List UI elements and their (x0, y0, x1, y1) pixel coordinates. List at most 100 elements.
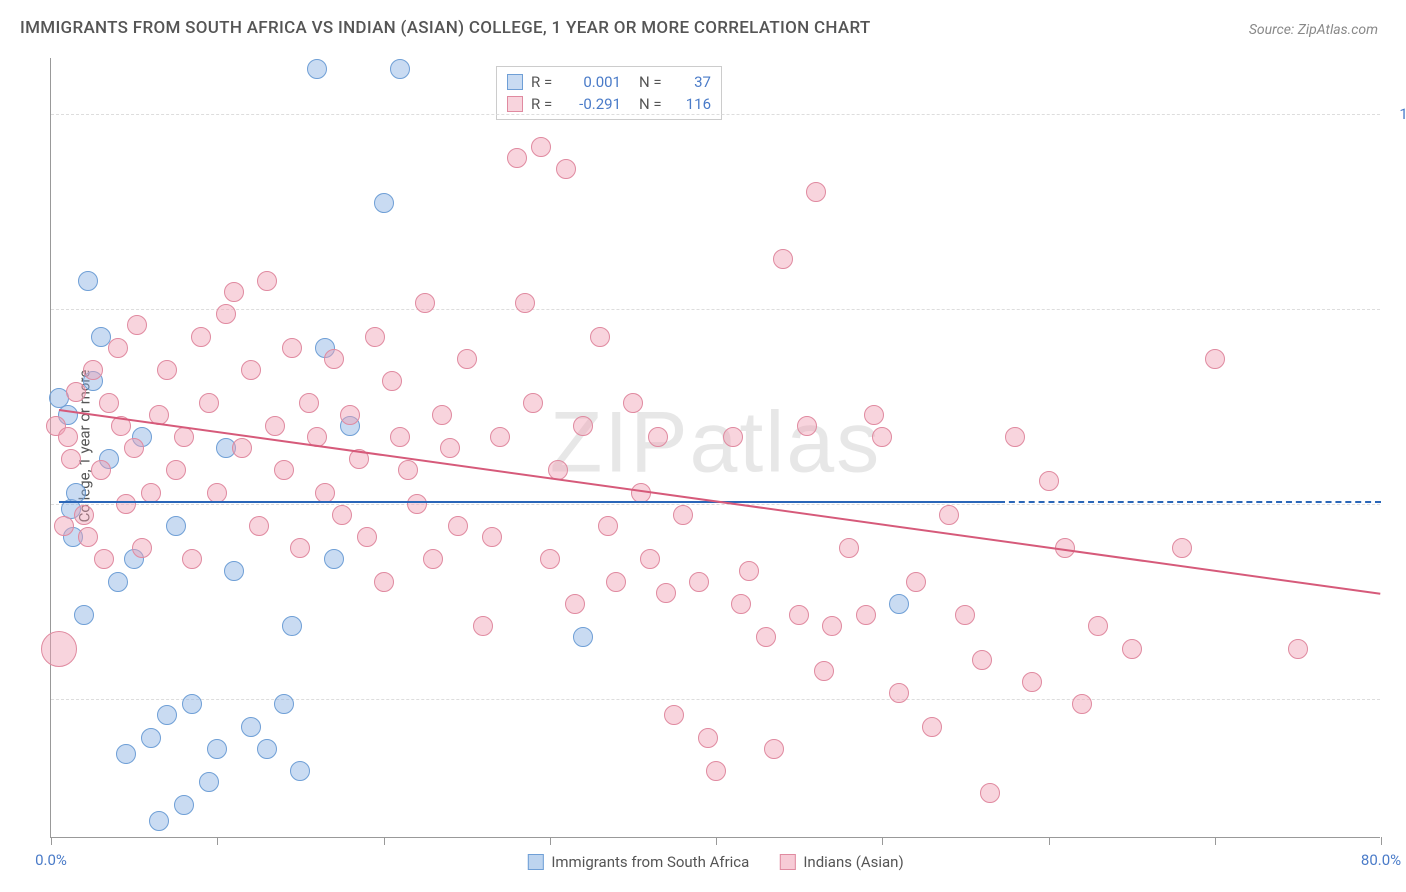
data-point (531, 137, 551, 157)
data-point (307, 59, 327, 79)
data-point (207, 483, 227, 503)
data-point (648, 427, 668, 447)
source-attribution: Source: ZipAtlas.com (1249, 22, 1378, 38)
trend-line (59, 501, 998, 503)
y-tick-label: 65.0% (1388, 495, 1406, 513)
x-tick (550, 837, 551, 845)
n-label: N = (639, 93, 667, 115)
data-point (739, 561, 759, 581)
gridline (51, 699, 1380, 700)
data-point (889, 594, 909, 614)
data-point (199, 393, 219, 413)
chart-title: IMMIGRANTS FROM SOUTH AFRICA VS INDIAN (… (20, 18, 871, 38)
data-point (623, 393, 643, 413)
data-point (116, 744, 136, 764)
data-point (58, 427, 78, 447)
data-point (415, 293, 435, 313)
data-point (127, 315, 147, 335)
data-point (673, 505, 693, 525)
data-point (174, 427, 194, 447)
data-point (689, 572, 709, 592)
data-point (182, 549, 202, 569)
data-point (1072, 694, 1092, 714)
data-point (282, 616, 302, 636)
data-point (257, 271, 277, 291)
correlation-legend: R =0.001N =37R =-0.291N =116 (496, 66, 722, 120)
gridline (51, 309, 1380, 310)
data-point (540, 549, 560, 569)
data-point (1088, 616, 1108, 636)
data-point (54, 516, 74, 536)
data-point (374, 572, 394, 592)
x-tick (716, 837, 717, 845)
r-label: R = (531, 71, 559, 93)
y-tick-label: 47.5% (1388, 690, 1406, 708)
x-tick (217, 837, 218, 845)
legend-swatch (527, 854, 543, 870)
x-tick (51, 837, 52, 845)
data-point (224, 282, 244, 302)
data-point (265, 416, 285, 436)
data-point (66, 382, 86, 402)
data-point (157, 705, 177, 725)
data-point (473, 616, 493, 636)
data-point (299, 393, 319, 413)
legend-swatch (507, 74, 523, 90)
data-point (141, 483, 161, 503)
data-point (132, 538, 152, 558)
data-point (274, 460, 294, 480)
data-point (723, 427, 743, 447)
data-point (340, 405, 360, 425)
data-point (166, 460, 186, 480)
data-point (241, 717, 261, 737)
legend-label: Immigrants from South Africa (551, 853, 749, 871)
x-tick (1381, 837, 1382, 845)
data-point (249, 516, 269, 536)
data-point (1122, 639, 1142, 659)
data-point (374, 193, 394, 213)
data-point (141, 728, 161, 748)
data-point (889, 683, 909, 703)
data-point (182, 694, 202, 714)
data-point (432, 405, 452, 425)
data-point (731, 594, 751, 614)
data-point (482, 527, 502, 547)
data-point (640, 549, 660, 569)
data-point (839, 538, 859, 558)
data-point (773, 249, 793, 269)
data-point (423, 549, 443, 569)
data-point (972, 650, 992, 670)
data-point (74, 505, 94, 525)
data-point (274, 694, 294, 714)
n-value: 37 (675, 71, 711, 93)
x-tick-label: 80.0% (1361, 851, 1401, 869)
data-point (814, 661, 834, 681)
data-point (149, 811, 169, 831)
data-point (797, 416, 817, 436)
gridline (51, 504, 1380, 505)
data-point (216, 304, 236, 324)
series-legend: Immigrants from South AfricaIndians (Asi… (527, 853, 903, 871)
data-point (1005, 427, 1025, 447)
data-point (573, 416, 593, 436)
data-point (565, 594, 585, 614)
data-point (41, 631, 77, 667)
data-point (74, 605, 94, 625)
data-point (906, 572, 926, 592)
data-point (241, 360, 261, 380)
trend-line-extension (999, 501, 1381, 503)
watermark: ZIPatlas (550, 393, 881, 492)
data-point (232, 438, 252, 458)
data-point (1205, 349, 1225, 369)
data-point (332, 505, 352, 525)
data-point (556, 159, 576, 179)
data-point (207, 739, 227, 759)
y-tick-label: 100.0% (1388, 105, 1406, 123)
r-label: R = (531, 93, 559, 115)
data-point (61, 449, 81, 469)
n-label: N = (639, 71, 667, 93)
data-point (407, 494, 427, 514)
data-point (324, 349, 344, 369)
x-tick (1049, 837, 1050, 845)
data-point (78, 527, 98, 547)
